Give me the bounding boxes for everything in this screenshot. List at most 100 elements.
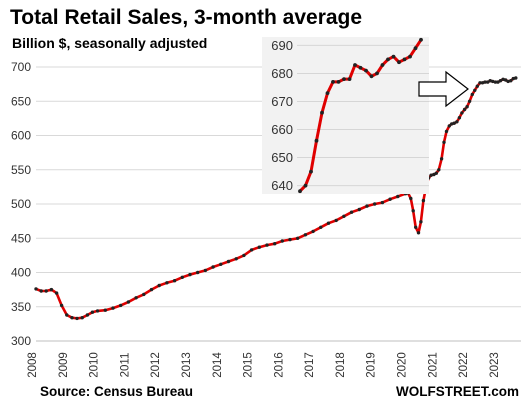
inset-y-tick-label: 640 [271, 178, 293, 193]
source-label: Source: Census Bureau [40, 384, 193, 399]
x-tick-label: 2023 [489, 352, 501, 378]
data-point [219, 262, 223, 266]
data-point [103, 308, 108, 312]
data-point [414, 225, 418, 229]
data-point [226, 259, 231, 264]
x-tick-label: 2010 [89, 352, 101, 378]
data-point [257, 245, 261, 249]
data-point [303, 233, 308, 237]
data-point [467, 99, 472, 104]
inset-data-point [347, 77, 352, 81]
data-point [34, 287, 38, 291]
data-point [419, 220, 423, 224]
inset-data-point [386, 57, 390, 62]
data-point [437, 168, 441, 172]
data-point [157, 283, 161, 288]
data-point [452, 121, 456, 125]
data-point [470, 92, 474, 97]
y-tick-label: 450 [11, 231, 31, 245]
inset-y-tick-label: 660 [271, 122, 293, 137]
y-tick-label: 350 [11, 300, 31, 314]
data-point [462, 107, 467, 112]
data-point [388, 197, 392, 201]
data-point [442, 140, 446, 144]
data-point [439, 157, 444, 161]
inset-data-point [358, 65, 363, 70]
data-point [85, 313, 90, 317]
y-tick-label: 550 [11, 163, 31, 177]
data-point [396, 194, 400, 199]
data-point [429, 173, 433, 177]
data-point [319, 225, 323, 229]
data-point [421, 198, 426, 203]
data-point [75, 316, 79, 321]
data-point [465, 105, 469, 109]
data-point [365, 204, 369, 208]
y-tick-label: 600 [11, 129, 31, 143]
x-tick-label: 2013 [181, 352, 193, 378]
data-point [473, 88, 477, 93]
y-tick-label: 650 [11, 94, 31, 108]
data-point [242, 253, 246, 258]
data-point [149, 287, 154, 292]
data-point [326, 221, 331, 225]
inset-data-point [309, 169, 313, 174]
data-point [111, 306, 115, 310]
x-tick-label: 2017 [304, 352, 316, 378]
inset-data-point [402, 57, 407, 62]
data-point [70, 316, 74, 320]
x-tick-label: 2019 [366, 352, 378, 378]
data-point [196, 270, 200, 275]
inset-y-tick-label: 670 [271, 94, 293, 109]
data-point [493, 80, 498, 84]
data-point [357, 207, 361, 212]
data-point [80, 316, 84, 320]
inset-data-point [369, 74, 374, 79]
data-point [460, 111, 464, 115]
arrow-icon [418, 70, 469, 108]
x-tick-label: 2021 [427, 352, 439, 378]
chart-subtitle: Billion $, seasonally adjusted [12, 35, 207, 51]
inset-data-point [380, 63, 385, 67]
data-point [444, 129, 449, 134]
data-point [90, 310, 95, 314]
data-point [496, 80, 500, 84]
inset-chart: 640 650 660 670 680 690 [262, 37, 429, 194]
x-tick-label: 2016 [273, 352, 285, 378]
data-point [39, 289, 43, 293]
data-point [486, 80, 490, 84]
x-tick-label: 2012 [150, 352, 162, 378]
inset-data-point [303, 183, 308, 188]
data-point [126, 300, 131, 304]
data-point [475, 84, 479, 88]
data-point [509, 79, 513, 83]
main-series [34, 76, 518, 321]
data-point [514, 76, 518, 80]
data-point [380, 200, 385, 205]
x-tick-label: 2018 [335, 352, 347, 378]
data-point [265, 243, 269, 247]
data-point [457, 116, 462, 120]
data-point [483, 80, 487, 84]
x-tick-label: 2015 [243, 352, 255, 378]
data-point [447, 124, 451, 128]
chart-title: Total Retail Sales, 3-month average [10, 6, 362, 29]
data-point [134, 296, 138, 300]
data-point [44, 289, 48, 293]
data-point [59, 303, 64, 308]
x-tick-label: 2011 [119, 353, 131, 378]
inset-data-point [325, 91, 330, 95]
data-point [411, 209, 415, 213]
data-point [498, 79, 503, 83]
main-x-tick-labels: 2008 2009 2010 2011 2012 2013 2014 2015 2016 2017… [27, 352, 501, 378]
data-point [180, 275, 184, 279]
inset-data-point [336, 80, 341, 84]
inset-data-point [397, 60, 401, 65]
data-point [119, 303, 123, 308]
data-point [478, 81, 482, 85]
data-point [416, 231, 421, 235]
inset-y-tick-label: 650 [271, 150, 293, 165]
data-point [280, 239, 284, 243]
data-point [506, 79, 510, 84]
